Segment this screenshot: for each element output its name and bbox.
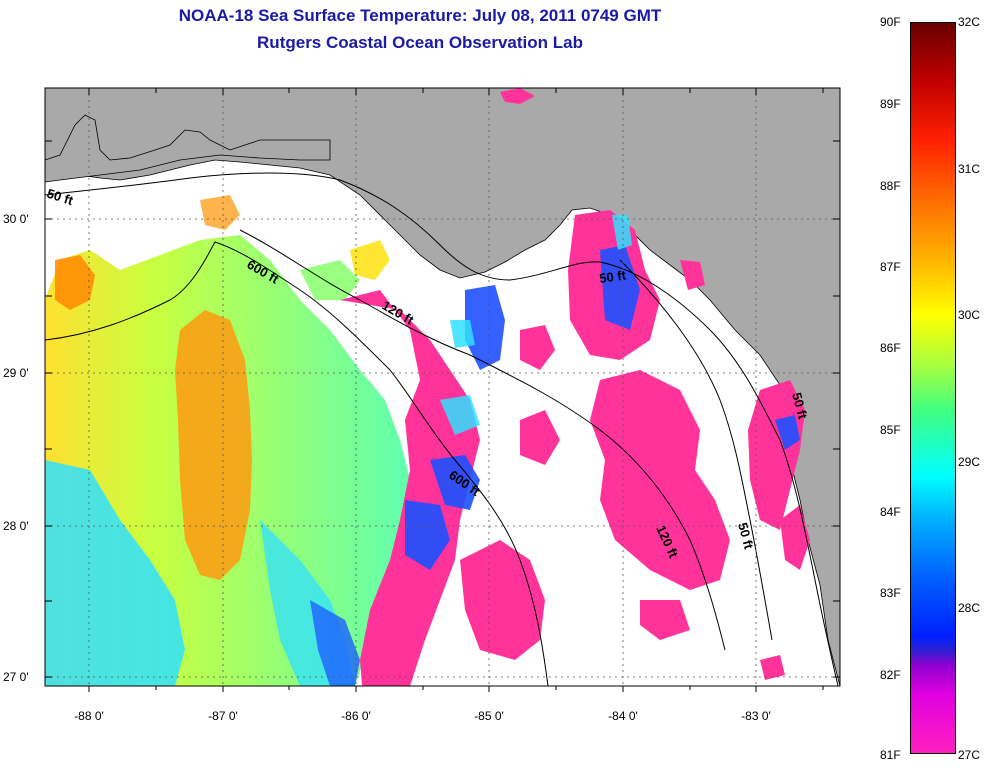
cb-f-81: 81F <box>880 748 901 762</box>
lat-label-29: 29 0' <box>3 366 29 380</box>
lon-label-84: -84 0' <box>608 709 638 723</box>
axis-ticks <box>45 88 840 692</box>
graticule <box>45 88 840 686</box>
title-line-1: NOAA-18 Sea Surface Temperature: July 08… <box>178 6 662 25</box>
cb-c-28: 28C <box>958 601 981 615</box>
lat-label-28: 28 0' <box>3 519 29 533</box>
bathymetry-contours <box>45 172 839 686</box>
lon-label-86: -86 0' <box>341 709 371 723</box>
lat-label-30: 30 0' <box>3 212 29 226</box>
coastline-west <box>45 114 331 183</box>
contour-label-50ft-south: 50 ft <box>735 521 757 551</box>
hot-plume <box>175 310 252 580</box>
cb-c-32: 32C <box>958 15 981 29</box>
blue-patches <box>405 245 800 570</box>
map-frame <box>44 87 841 687</box>
cb-f-90: 90F <box>880 15 901 29</box>
lon-label-83: -83 0' <box>741 709 771 723</box>
cb-c-27: 27C <box>958 748 981 762</box>
lat-label-27: 27 0' <box>3 670 29 684</box>
green-patch <box>300 260 360 300</box>
cb-f-84: 84F <box>880 505 901 519</box>
warm-patch-west <box>55 255 95 310</box>
lon-label-85: -85 0' <box>474 709 504 723</box>
cb-f-82: 82F <box>880 668 901 682</box>
lon-label-88: -88 0' <box>74 709 104 723</box>
contour-label-50ft-bigbend: 50 ft <box>598 267 627 286</box>
cb-f-85: 85F <box>880 423 901 437</box>
yellow-patch <box>350 240 390 280</box>
cb-f-83: 83F <box>880 586 901 600</box>
contour-label-50ft-east: 50 ft <box>789 391 811 421</box>
cb-f-88: 88F <box>880 179 901 193</box>
cb-f-89: 89F <box>880 97 901 111</box>
cool-water-region <box>45 460 185 686</box>
lon-label-87: -87 0' <box>208 709 238 723</box>
temperature-colorbar <box>910 22 956 754</box>
cold-patch-1 <box>310 600 360 686</box>
cb-c-29: 29C <box>958 455 981 469</box>
cb-c-30: 30C <box>958 308 981 322</box>
cb-f-87: 87F <box>880 260 901 274</box>
cb-c-31: 31C <box>958 162 981 176</box>
cyan-patches <box>440 215 632 435</box>
warm-patch-north <box>200 195 240 230</box>
cb-f-86: 86F <box>880 341 901 355</box>
title-line-2: Rutgers Coastal Ocean Observation Lab <box>257 33 583 52</box>
